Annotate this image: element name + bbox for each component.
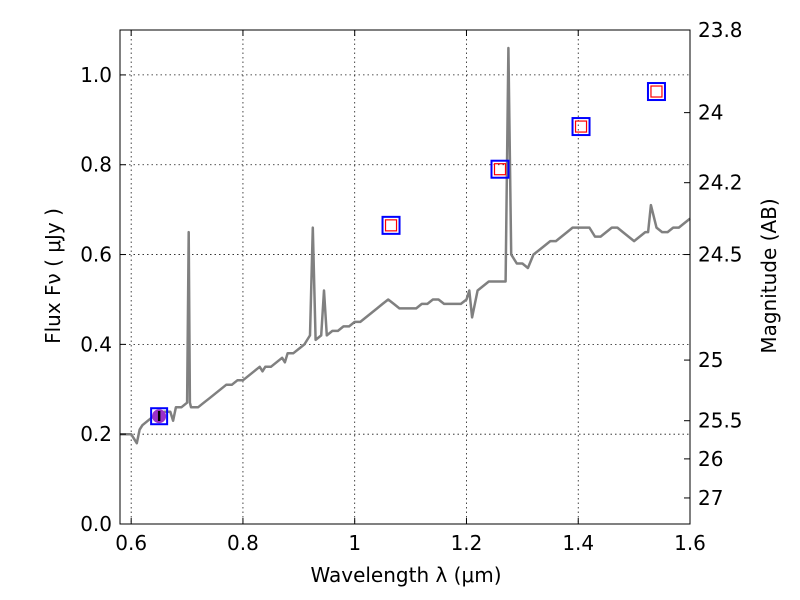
x-tick-label: 1	[348, 531, 361, 555]
point-marker-box	[490, 159, 510, 179]
right-tick-label: 24.2	[698, 171, 743, 195]
photometry-point	[381, 215, 401, 235]
y-tick-label: 0.8	[80, 153, 112, 177]
right-tick-label: 25	[698, 348, 723, 372]
y-tick-label: 0.0	[80, 512, 112, 536]
spectrum-series	[120, 46, 691, 445]
point-marker-inner	[493, 163, 507, 176]
right-tick-label: 24.5	[698, 243, 743, 267]
y-tick-label: 0.6	[80, 243, 112, 267]
plot-frame	[119, 29, 691, 525]
photometry-point	[490, 159, 510, 179]
point-marker-box	[646, 82, 666, 102]
point-marker-filled	[152, 409, 167, 424]
x-tick-label: 1.4	[562, 531, 594, 555]
y-axis-label: Flux Fν ( μJy )	[41, 208, 65, 344]
y-tick-label: 0.4	[80, 332, 112, 356]
grid-lines	[120, 30, 691, 525]
right-tick-label: 23.8	[698, 18, 743, 42]
x-tick-label: 1.2	[451, 531, 483, 555]
point-marker-box	[150, 407, 169, 426]
point-marker-box	[381, 215, 401, 235]
x-tick-label: 0.6	[115, 531, 147, 555]
y-tick-label: 0.2	[80, 422, 112, 446]
x-axis-label: Wavelength λ (μm)	[310, 563, 501, 587]
right-tick-label: 24	[698, 101, 723, 125]
point-marker-inner	[574, 120, 588, 133]
axis-ticks: 0.6 0.8 1 1.2 1.4 1.6 0.0 0.2 0.4 0.6 0.8 1.0 23.8 24…	[80, 18, 742, 555]
right-tick-label: 26	[698, 447, 723, 471]
photometry-point: I	[150, 407, 169, 426]
x-tick-label: 1.6	[674, 531, 706, 555]
spectrum-line	[120, 46, 691, 445]
photometry-point	[571, 117, 591, 137]
point-marker-inner	[650, 85, 663, 98]
point-marker-inner	[384, 219, 398, 232]
x-tick-label: 0.8	[227, 531, 259, 555]
right-tick-label: 27	[698, 486, 723, 510]
photometry-points: I	[150, 82, 666, 426]
right-axis-label: Magnitude (AB)	[757, 198, 781, 353]
error-bar-label: I	[157, 410, 162, 425]
y-tick-label: 1.0	[80, 63, 112, 87]
right-tick-label: 25.5	[698, 409, 743, 433]
photometry-point	[646, 82, 666, 102]
point-marker-box	[571, 117, 591, 137]
